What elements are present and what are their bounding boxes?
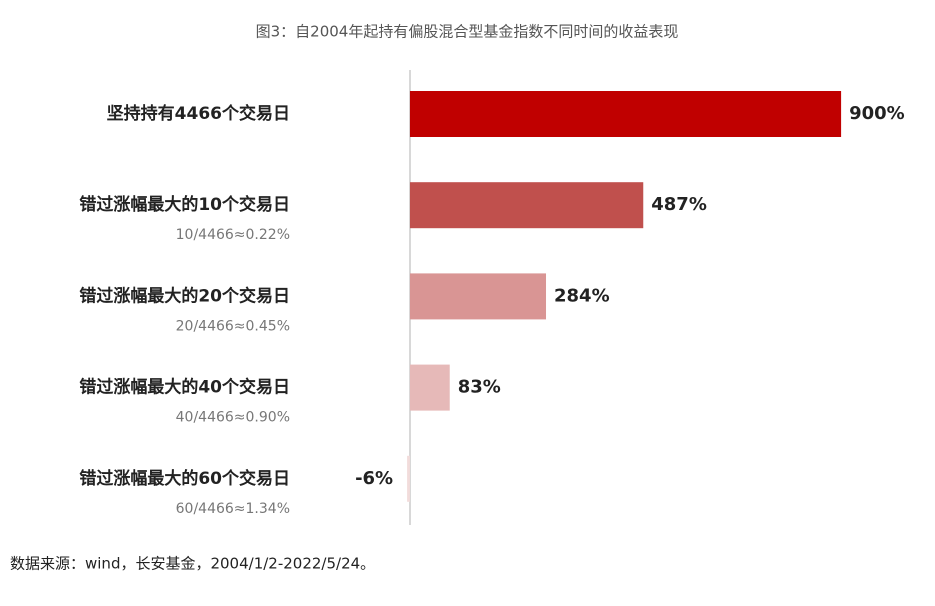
bar bbox=[409, 273, 547, 320]
category-label: 错过涨幅最大的40个交易日 bbox=[79, 377, 290, 398]
category-label: 错过涨幅最大的60个交易日 bbox=[79, 468, 290, 489]
category-label: 坚持持有4466个交易日 bbox=[107, 103, 290, 124]
value-label: 284% bbox=[554, 285, 610, 306]
chart-title: 图3：自2004年起持有偏股混合型基金指数不同时间的收益表现 bbox=[256, 23, 679, 41]
category-note: 60/4466≈1.34% bbox=[176, 501, 290, 517]
category-label: 错过涨幅最大的10个交易日 bbox=[79, 194, 290, 215]
bar bbox=[407, 455, 410, 502]
source-note: 数据来源：wind，长安基金，2004/1/2-2022/5/24。 bbox=[10, 555, 375, 573]
value-label: 487% bbox=[651, 194, 707, 215]
value-label: -6% bbox=[355, 468, 393, 489]
value-label: 83% bbox=[458, 377, 501, 398]
bar bbox=[409, 182, 644, 229]
category-note: 10/4466≈0.22% bbox=[176, 227, 290, 243]
bar bbox=[409, 364, 450, 411]
category-note: 20/4466≈0.45% bbox=[176, 318, 290, 334]
value-label: 900% bbox=[849, 103, 905, 124]
bar bbox=[409, 91, 842, 137]
category-label: 错过涨幅最大的20个交易日 bbox=[79, 285, 290, 306]
category-note: 40/4466≈0.90% bbox=[176, 410, 290, 426]
